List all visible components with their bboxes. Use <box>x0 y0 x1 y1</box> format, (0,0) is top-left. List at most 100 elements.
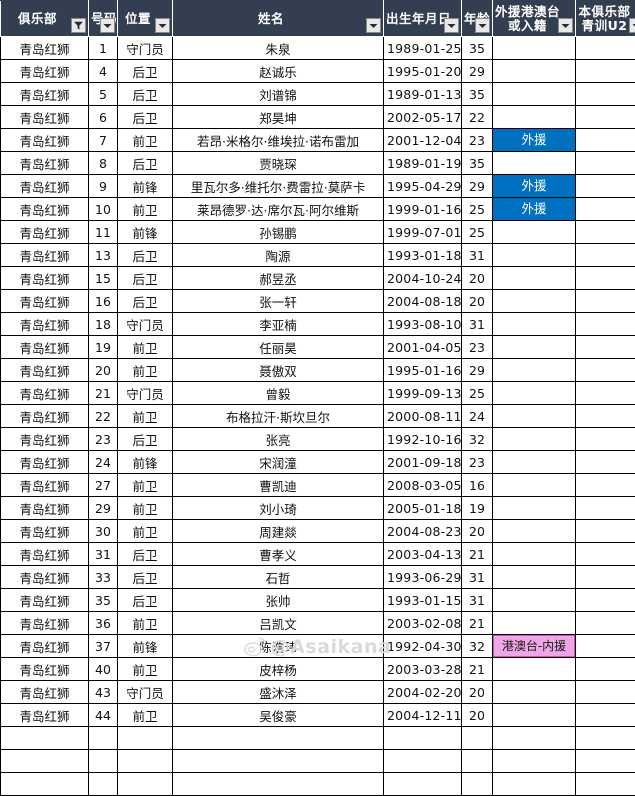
cell-shirt-number[interactable]: 16 <box>89 290 118 313</box>
cell-club[interactable]: 青岛红狮 <box>1 244 89 267</box>
cell-club[interactable]: 青岛红狮 <box>1 267 89 290</box>
cell-foreign-status[interactable] <box>493 773 576 796</box>
cell-club[interactable] <box>1 727 89 750</box>
cell-position[interactable]: 守门员 <box>118 382 173 405</box>
cell-youth-academy[interactable] <box>576 727 635 750</box>
cell-player-name[interactable]: 曹凯迪 <box>173 474 384 497</box>
cell-club[interactable]: 青岛红狮 <box>1 106 89 129</box>
cell-club[interactable]: 青岛红狮 <box>1 543 89 566</box>
column-header-foreign-status[interactable]: 外援港澳台 或入籍 <box>493 1 576 37</box>
cell-youth-academy[interactable] <box>576 704 635 727</box>
cell-shirt-number[interactable]: 19 <box>89 336 118 359</box>
cell-player-name[interactable]: 郝昱丞 <box>173 267 384 290</box>
cell-age[interactable]: 25 <box>462 382 493 405</box>
cell-foreign-status[interactable] <box>493 267 576 290</box>
cell-birthdate[interactable]: 1993-08-10 <box>384 313 462 336</box>
cell-position[interactable]: 前卫 <box>118 359 173 382</box>
cell-birthdate[interactable]: 1992-10-16 <box>384 428 462 451</box>
cell-player-name[interactable]: 曹孝义 <box>173 543 384 566</box>
cell-club[interactable] <box>1 750 89 773</box>
cell-foreign-status[interactable] <box>493 704 576 727</box>
cell-foreign-status[interactable] <box>493 359 576 382</box>
column-header-youth-academy[interactable]: 本俱乐部 青训U2 <box>576 1 635 37</box>
cell-shirt-number[interactable]: 6 <box>89 106 118 129</box>
cell-foreign-status[interactable]: 外援 <box>493 198 576 221</box>
cell-birthdate[interactable]: 1993-01-15 <box>384 589 462 612</box>
cell-club[interactable]: 青岛红狮 <box>1 566 89 589</box>
cell-birthdate[interactable]: 1999-01-16 <box>384 198 462 221</box>
cell-age[interactable]: 20 <box>462 267 493 290</box>
cell-player-name[interactable]: 陶源 <box>173 244 384 267</box>
cell-player-name[interactable]: 周建燚 <box>173 520 384 543</box>
cell-position[interactable]: 前锋 <box>118 635 173 658</box>
cell-club[interactable] <box>1 773 89 796</box>
cell-shirt-number[interactable]: 7 <box>89 129 118 152</box>
cell-youth-academy[interactable] <box>576 221 635 244</box>
cell-shirt-number[interactable]: 36 <box>89 612 118 635</box>
cell-player-name[interactable]: 陈浩玮 <box>173 635 384 658</box>
chevron-down-icon[interactable] <box>366 18 381 33</box>
cell-foreign-status[interactable] <box>493 474 576 497</box>
cell-club[interactable]: 青岛红狮 <box>1 359 89 382</box>
cell-foreign-status[interactable]: 外援 <box>493 129 576 152</box>
cell-player-name[interactable]: 皮梓杨 <box>173 658 384 681</box>
cell-age[interactable]: 20 <box>462 520 493 543</box>
cell-youth-academy[interactable] <box>576 543 635 566</box>
cell-foreign-status[interactable] <box>493 152 576 175</box>
cell-age[interactable]: 35 <box>462 37 493 60</box>
cell-foreign-status[interactable] <box>493 37 576 60</box>
cell-club[interactable]: 青岛红狮 <box>1 589 89 612</box>
cell-player-name[interactable]: 若昂·米格尔·维埃拉·诺布雷加 <box>173 129 384 152</box>
chevron-down-icon[interactable] <box>155 18 170 33</box>
cell-position[interactable]: 前卫 <box>118 704 173 727</box>
cell-age[interactable]: 24 <box>462 405 493 428</box>
cell-youth-academy[interactable] <box>576 635 635 658</box>
cell-player-name[interactable] <box>173 773 384 796</box>
cell-position[interactable]: 后卫 <box>118 106 173 129</box>
cell-birthdate[interactable]: 2001-04-05 <box>384 336 462 359</box>
cell-shirt-number[interactable]: 11 <box>89 221 118 244</box>
cell-shirt-number[interactable]: 44 <box>89 704 118 727</box>
cell-age[interactable]: 32 <box>462 428 493 451</box>
cell-foreign-status[interactable] <box>493 336 576 359</box>
cell-age[interactable]: 21 <box>462 658 493 681</box>
cell-player-name[interactable]: 石哲 <box>173 566 384 589</box>
cell-birthdate[interactable]: 2004-08-18 <box>384 290 462 313</box>
cell-player-name[interactable]: 刘谱锦 <box>173 83 384 106</box>
column-header-position[interactable]: 位置 <box>118 1 173 37</box>
cell-youth-academy[interactable] <box>576 589 635 612</box>
cell-youth-academy[interactable] <box>576 152 635 175</box>
cell-foreign-status[interactable]: 外援 <box>493 175 576 198</box>
cell-youth-academy[interactable] <box>576 428 635 451</box>
cell-birthdate[interactable]: 1995-01-20 <box>384 60 462 83</box>
cell-foreign-status[interactable] <box>493 520 576 543</box>
column-header-name[interactable]: 姓名 <box>173 1 384 37</box>
cell-shirt-number[interactable]: 37 <box>89 635 118 658</box>
cell-shirt-number[interactable] <box>89 750 118 773</box>
cell-age[interactable]: 29 <box>462 359 493 382</box>
cell-club[interactable]: 青岛红狮 <box>1 129 89 152</box>
cell-birthdate[interactable]: 1995-01-16 <box>384 359 462 382</box>
cell-shirt-number[interactable]: 4 <box>89 60 118 83</box>
cell-position[interactable]: 守门员 <box>118 681 173 704</box>
cell-foreign-status[interactable] <box>493 658 576 681</box>
cell-club[interactable]: 青岛红狮 <box>1 612 89 635</box>
cell-club[interactable]: 青岛红狮 <box>1 60 89 83</box>
cell-youth-academy[interactable] <box>576 750 635 773</box>
cell-position[interactable] <box>118 773 173 796</box>
cell-foreign-status[interactable] <box>493 60 576 83</box>
cell-shirt-number[interactable]: 35 <box>89 589 118 612</box>
cell-position[interactable]: 守门员 <box>118 313 173 336</box>
cell-player-name[interactable]: 朱泉 <box>173 37 384 60</box>
cell-club[interactable]: 青岛红狮 <box>1 198 89 221</box>
cell-position[interactable]: 后卫 <box>118 152 173 175</box>
cell-youth-academy[interactable] <box>576 60 635 83</box>
cell-player-name[interactable] <box>173 727 384 750</box>
cell-club[interactable]: 青岛红狮 <box>1 313 89 336</box>
cell-shirt-number[interactable]: 20 <box>89 359 118 382</box>
